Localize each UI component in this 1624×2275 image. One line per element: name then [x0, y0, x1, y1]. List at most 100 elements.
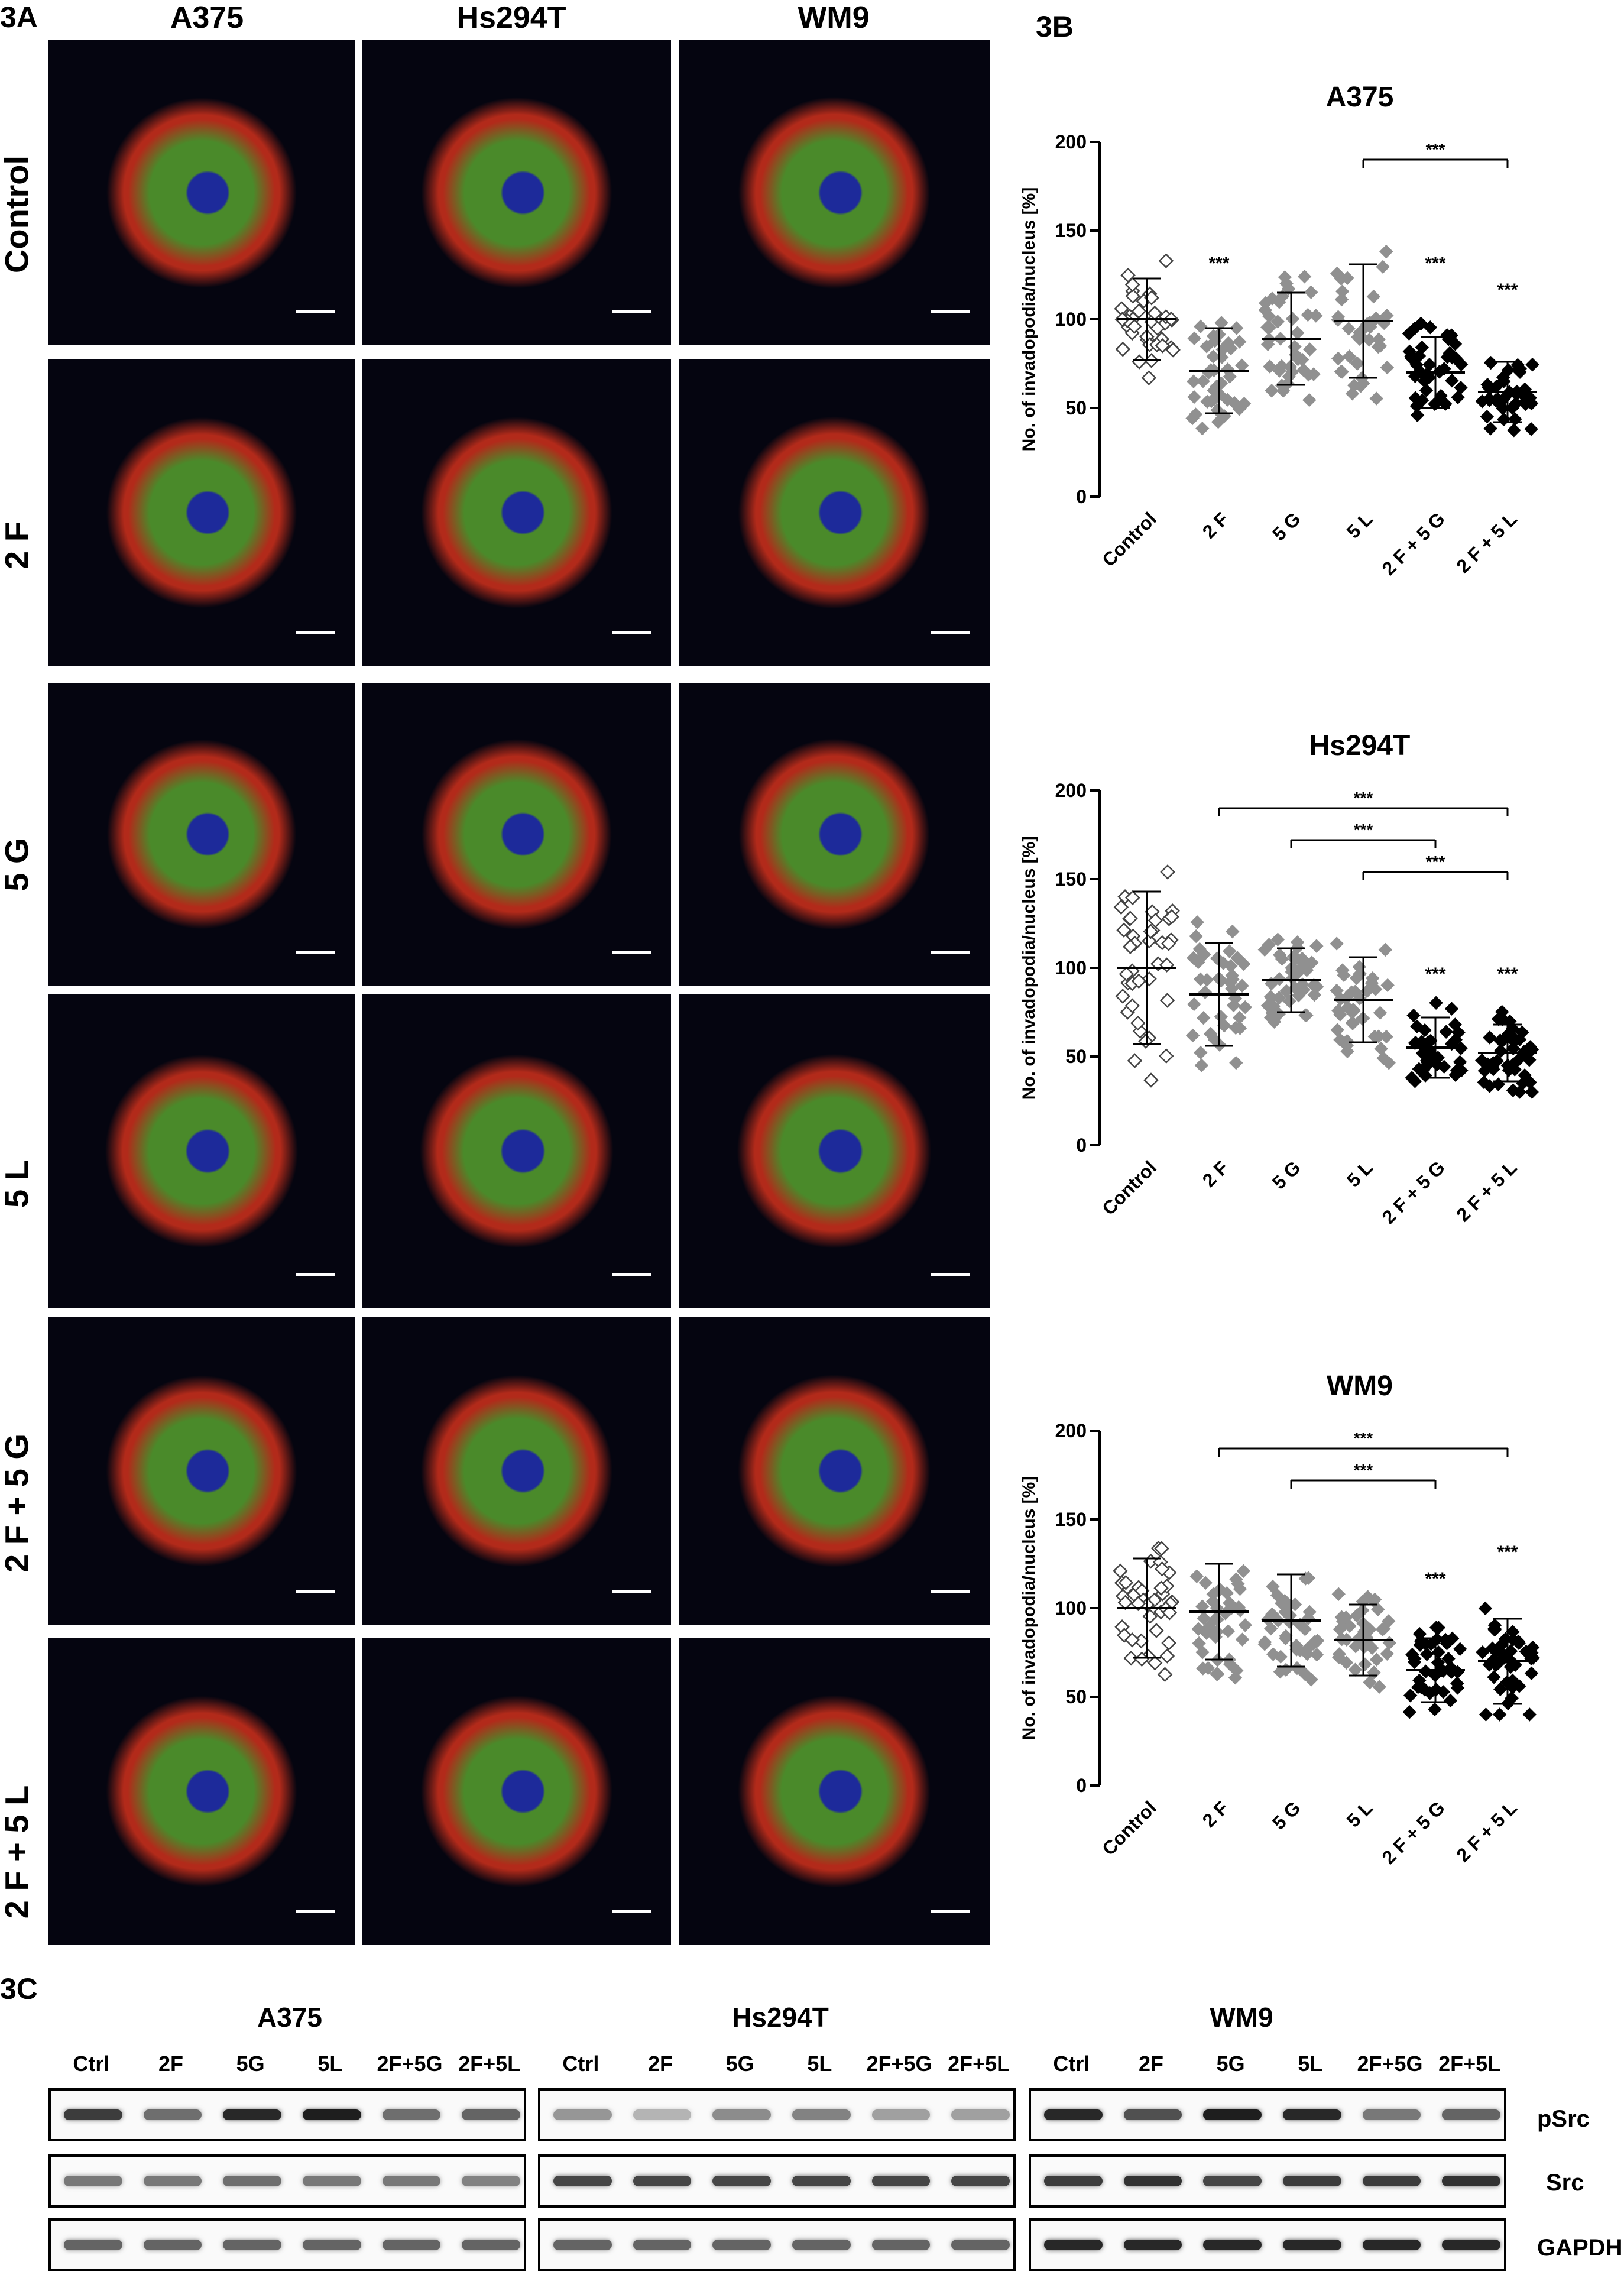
data-point	[1231, 1600, 1246, 1615]
scale-bar	[296, 1910, 335, 1913]
data-point	[1508, 412, 1522, 426]
data-point	[1307, 978, 1321, 993]
data-point	[1515, 1025, 1529, 1039]
data-point	[1524, 422, 1538, 436]
x-tick-label: 2 F + 5 L	[1452, 1156, 1521, 1226]
data-point	[1299, 1008, 1314, 1023]
data-point	[1188, 407, 1203, 422]
x-tick-label: 2 F + 5 G	[1378, 508, 1449, 579]
data-point	[1223, 370, 1237, 384]
data-point	[1376, 260, 1390, 274]
scale-bar	[931, 631, 970, 634]
data-point	[1369, 1652, 1384, 1667]
data-point	[1490, 392, 1505, 406]
y-tick-label: 50	[1065, 397, 1087, 419]
bracket-label: ***	[1354, 821, 1373, 839]
data-point	[1445, 374, 1459, 388]
data-point	[1265, 384, 1279, 398]
bracket-label: ***	[1354, 1429, 1373, 1447]
data-point	[1260, 337, 1275, 352]
data-point	[1263, 990, 1278, 1004]
blot-band	[143, 2109, 202, 2120]
data-point	[1275, 359, 1289, 374]
x-tick-label: 5 L	[1343, 1797, 1377, 1831]
data-point	[1358, 1657, 1372, 1671]
data-point	[1235, 1632, 1250, 1647]
chart-title-hs294t: Hs294T	[1309, 730, 1411, 761]
significance-mark: ***	[1425, 964, 1445, 984]
blot-band	[1044, 2176, 1103, 2186]
data-point	[1441, 1651, 1456, 1666]
data-point	[1154, 1561, 1170, 1577]
data-point	[1372, 1680, 1386, 1694]
micrograph-a375-5-l	[48, 994, 355, 1308]
significance-mark: ***	[1497, 1542, 1518, 1562]
data-point	[1123, 939, 1138, 954]
data-point	[1235, 358, 1249, 372]
bracket-label: ***	[1426, 853, 1445, 871]
data-point	[1309, 939, 1324, 953]
data-point	[1509, 396, 1523, 411]
data-point	[1448, 1017, 1463, 1032]
data-point	[1165, 342, 1181, 358]
data-point	[1158, 253, 1174, 268]
data-point	[1406, 1008, 1421, 1023]
data-point	[1331, 1587, 1346, 1602]
blot-band	[223, 2109, 281, 2120]
data-point	[1330, 983, 1344, 998]
blot-band	[1283, 2109, 1341, 2120]
data-point	[1233, 1582, 1247, 1596]
blot-band	[1123, 2176, 1182, 2186]
bracket-label: ***	[1354, 1461, 1373, 1479]
data-point	[1194, 1058, 1209, 1072]
data-point	[1125, 890, 1140, 906]
lane-label: 2F+5L	[1438, 2052, 1501, 2076]
data-point	[1191, 955, 1205, 970]
blot-band	[951, 2240, 1010, 2250]
data-point	[1262, 938, 1276, 952]
blot-band	[223, 2176, 281, 2186]
blot-title-wm9: WM9	[1210, 2002, 1273, 2033]
lane-label: 2F	[647, 2052, 673, 2076]
data-point	[1444, 1002, 1459, 1016]
lane-label: 5L	[1298, 2052, 1323, 2076]
blot-band	[382, 2240, 441, 2250]
blot-band	[64, 2240, 122, 2250]
lane-label: 2F+5G	[1357, 2052, 1423, 2076]
blot-band	[223, 2240, 281, 2250]
blot-band	[1442, 2109, 1500, 2120]
data-point	[1420, 1054, 1434, 1068]
blot-band	[382, 2176, 441, 2186]
chart-title-wm9: WM9	[1327, 1370, 1393, 1402]
data-point	[1342, 349, 1357, 364]
data-point	[1119, 966, 1134, 982]
data-point	[1154, 1541, 1169, 1557]
data-point	[1123, 910, 1138, 926]
blot-band	[792, 2240, 851, 2250]
data-point	[1408, 1036, 1422, 1051]
data-point	[1434, 388, 1448, 403]
significance-mark: ***	[1497, 280, 1518, 300]
lane-label: 5L	[807, 2052, 832, 2076]
blot-strip-hs294t-src	[538, 2154, 1016, 2208]
data-point	[1450, 1681, 1465, 1695]
blot-band	[951, 2109, 1010, 2120]
data-point	[1194, 1045, 1208, 1060]
blot-band	[462, 2176, 520, 2186]
micrograph-hs294t-2-f-5-l	[362, 1638, 671, 1945]
data-point	[1453, 1642, 1467, 1656]
data-point	[1238, 1618, 1252, 1632]
data-point	[1125, 289, 1141, 304]
invadopodia-charts: A375 No. of invadopodia/nucleus [%] 0 50 100…	[1019, 82, 1540, 1868]
blot-band	[1283, 2176, 1341, 2186]
significance-mark: ***	[1208, 254, 1229, 273]
micrograph-hs294t-control	[362, 40, 671, 345]
blot-band	[633, 2176, 692, 2186]
data-point	[1158, 1048, 1174, 1064]
data-point	[1362, 333, 1376, 347]
x-tick-label: 2 F + 5 L	[1452, 508, 1521, 577]
data-point	[1226, 998, 1241, 1013]
data-point	[1236, 1564, 1250, 1579]
data-point	[1334, 292, 1349, 307]
data-point	[1157, 1667, 1173, 1682]
